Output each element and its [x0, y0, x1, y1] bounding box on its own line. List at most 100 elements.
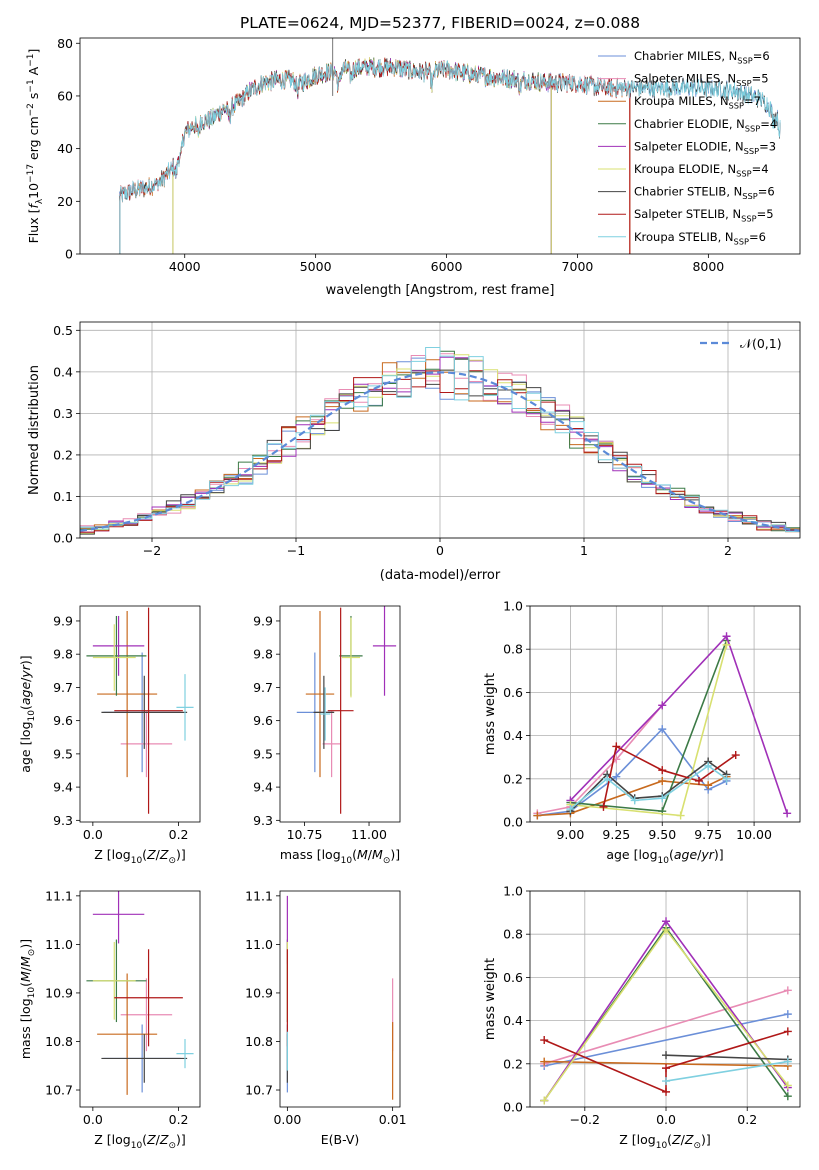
spectrum-legend: Chabrier MILES, NSSP=6 Salpeter MILES, NS…	[598, 49, 777, 246]
legend-label: Kroupa ELODIE, NSSP=4	[634, 162, 769, 178]
axes-frame	[79, 890, 201, 1108]
weight-marker	[722, 774, 731, 783]
y-tick-label: 10.9	[245, 985, 273, 1000]
weight-marker	[603, 774, 612, 783]
y-axis-label: age [log10(age/yr)]	[18, 655, 37, 772]
weight-marker	[662, 1051, 671, 1060]
figure-title: PLATE=0624, MJD=52377, FIBERID=0024, z=0…	[240, 14, 640, 32]
x-tick-label: −1	[287, 543, 305, 558]
axes-frame	[279, 890, 401, 1108]
weight-line	[537, 704, 663, 815]
residuals-panel: −2 −1 0 1 2 0.0 0.1 0.2 0.3 0.4 0.5 𝒩(0,1) (data-mod…	[27, 321, 801, 583]
x-tick-label: 0.2	[169, 827, 189, 842]
y-tick-label: 9.3	[53, 813, 73, 828]
legend-label: Kroupa MILES, NSSP=7	[634, 94, 761, 110]
weight-marker	[658, 766, 667, 775]
y-tick-label: 11.1	[45, 888, 73, 903]
y-tick-label: 0.5	[53, 323, 73, 338]
x-tick-label: 2	[724, 543, 732, 558]
weight-marker	[704, 781, 713, 790]
x-tick-label: 0.0	[83, 827, 103, 842]
y-tick-label: 10.8	[245, 1034, 273, 1049]
x-tick-label: 10.75	[287, 827, 323, 842]
plot-area	[286, 895, 394, 1100]
weight-marker	[658, 701, 667, 710]
weight-marker	[783, 1092, 792, 1101]
weight-marker	[612, 742, 621, 751]
y-tick-label: 9.8	[253, 647, 273, 662]
legend-label: Salpeter STELIB, NSSP=5	[634, 207, 774, 223]
x-tick-label: 8000	[692, 259, 724, 274]
x-axis-label: wavelength [Angstrom, rest frame]	[326, 283, 555, 298]
x-axis-label: age [log10(age/yr)]	[606, 847, 723, 866]
y-tick-label: 10.9	[45, 985, 73, 1000]
spectrum-line	[118, 57, 631, 200]
y-tick-label: 0.0	[503, 815, 523, 830]
weight-line	[537, 727, 727, 817]
y-axis-label: Flux [fλ10−17 erg cm−2 s−1 A−1]	[26, 49, 45, 244]
x-axis-label: mass [log10(M/M⊙)]	[280, 847, 400, 866]
plot-area	[118, 38, 781, 254]
x-tick-label: 11.00	[351, 827, 387, 842]
weight-vs-age-panel: 9.00 9.25 9.50 9.75 10.00 0.0 0.2 0.4 0.6 0.8 1.0 a…	[483, 599, 801, 866]
weight-marker	[630, 796, 639, 805]
axes-frame	[529, 890, 801, 1108]
y-tick-label: 11.0	[45, 937, 73, 952]
spectrum-panel: 4000 5000 6000 7000 8000 0 20 40 60 80 Chabrier MI…	[26, 36, 801, 298]
x-axis-label: E(B-V)	[321, 1132, 360, 1147]
x-tick-label: 7000	[562, 259, 594, 274]
weight-marker	[658, 776, 667, 785]
legend-label: Chabrier ELODIE, NSSP=4	[634, 117, 777, 133]
weight-marker	[783, 1057, 792, 1066]
axes-frame	[79, 37, 801, 255]
weight-marker	[783, 809, 792, 818]
x-tick-label: 10.00	[736, 827, 772, 842]
weight-marker	[662, 1087, 671, 1096]
x-tick-label: 0.01	[379, 1112, 407, 1127]
y-tick-label: 9.8	[53, 647, 73, 662]
weight-line	[569, 764, 727, 810]
y-tick-label: 40	[57, 141, 73, 156]
weight-marker	[704, 761, 713, 770]
y-tick-label: 0.2	[503, 771, 523, 786]
y-tick-label: 0.4	[503, 728, 523, 743]
weight-marker	[662, 1077, 671, 1086]
legend-label: 𝒩(0,1)	[740, 336, 782, 351]
plot-area	[86, 607, 194, 814]
x-tick-label: 0.0	[83, 1112, 103, 1127]
histogram-step	[80, 356, 800, 533]
x-tick-label: 9.75	[694, 827, 722, 842]
weight-marker	[658, 794, 667, 803]
weight-marker	[783, 1081, 792, 1090]
axes-frame	[79, 605, 201, 823]
y-tick-label: 0.2	[503, 1056, 523, 1071]
weight-marker	[722, 632, 731, 641]
y-tick-label: 0.0	[53, 531, 73, 546]
plot-area	[533, 632, 792, 820]
x-tick-label: 9.00	[556, 827, 584, 842]
x-axis-label: Z [log10(Z/Z⊙)]	[94, 847, 186, 866]
weight-marker	[783, 1010, 792, 1019]
y-tick-label: 10.8	[45, 1034, 73, 1049]
weight-marker	[658, 725, 667, 734]
y-tick-label: 0.2	[53, 447, 73, 462]
weight-line	[544, 1060, 788, 1067]
y-tick-label: 9.6	[53, 713, 73, 728]
y-axis-label: mass weight	[483, 673, 498, 755]
y-tick-label: 0.4	[53, 364, 73, 379]
x-tick-label: 1	[580, 543, 588, 558]
y-tick-label: 80	[57, 36, 73, 51]
weight-marker	[694, 776, 703, 785]
spectrum-line	[118, 57, 631, 202]
y-tick-label: 11.0	[245, 937, 273, 952]
weight-marker	[783, 1027, 792, 1036]
y-tick-label: 0	[65, 247, 73, 262]
weight-marker	[533, 811, 542, 820]
axes-frame	[279, 605, 401, 823]
weight-line	[665, 1054, 788, 1061]
legend-label: Chabrier MILES, NSSP=6	[634, 49, 770, 65]
y-tick-label: 20	[57, 194, 73, 209]
y-tick-label: 9.6	[253, 713, 273, 728]
y-tick-label: 9.7	[253, 680, 273, 695]
